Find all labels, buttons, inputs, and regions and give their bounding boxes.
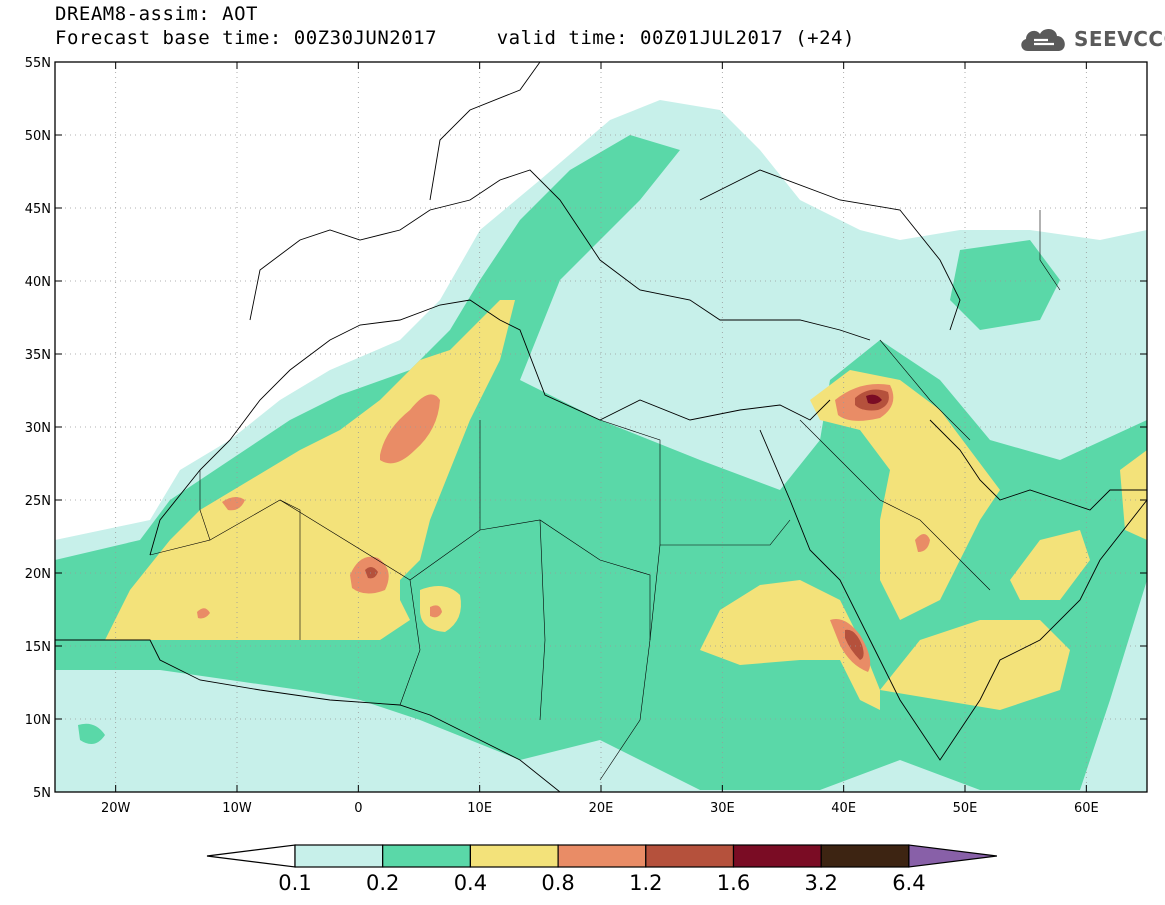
aot-level-0.8 xyxy=(430,605,442,618)
aot-level-0.8 xyxy=(380,394,440,464)
colorbar-label: 0.1 xyxy=(278,871,311,895)
colorbar-high-arrow xyxy=(908,844,997,868)
lat-tick-label: 55N xyxy=(25,56,51,71)
colorbar-segment xyxy=(645,844,735,868)
aot-level-0.8 xyxy=(222,496,245,511)
lon-tick-label: 20E xyxy=(589,801,614,816)
lon-tick-label: 10E xyxy=(467,801,492,816)
lat-tick-label: 45N xyxy=(25,202,51,217)
aot-level-0.4 xyxy=(810,370,1000,620)
colorbar-label: 6.4 xyxy=(892,871,925,895)
aot-level-0.2 xyxy=(950,240,1060,330)
lon-tick-label: 0 xyxy=(354,801,362,816)
lon-tick-label: 20W xyxy=(101,801,131,816)
map-title: DREAM8-assim: AOT xyxy=(55,3,258,25)
colorbar-segment xyxy=(557,844,647,868)
lat-lon-grid xyxy=(55,62,1147,792)
colorbar-label: 0.8 xyxy=(541,871,574,895)
aot-level-0.4 xyxy=(1120,450,1147,540)
colorbar-label: 1.6 xyxy=(717,871,750,895)
country-borders xyxy=(149,210,1061,781)
coastlines xyxy=(55,62,1147,792)
lon-tick-label: 50E xyxy=(953,801,978,816)
aot-level-0.8 xyxy=(197,608,210,619)
colorbar-segment xyxy=(469,844,559,868)
aot-level-0.4 xyxy=(700,580,880,710)
lon-tick-label: 30E xyxy=(710,801,735,816)
colorbar-label: 1.2 xyxy=(629,871,662,895)
colorbar: 0.1 0.2 0.4 0.8 1.2 1.6 3.2 6.4 xyxy=(206,844,997,895)
aot-level-0.4 xyxy=(1010,530,1090,600)
axis-ticks xyxy=(55,61,1147,793)
aot-level-0.2 xyxy=(78,723,105,744)
latitude-labels: 5N 10N 15N 20N 25N 30N 35N 40N 45N 50N 55N xyxy=(25,56,51,801)
colorbar-segment xyxy=(820,844,910,868)
aot-level-0.4 xyxy=(880,620,1070,710)
lon-tick-label: 10W xyxy=(222,801,252,816)
lat-tick-label: 25N xyxy=(25,494,51,509)
colorbar-label: 0.4 xyxy=(454,871,487,895)
aot-level-0.4 xyxy=(105,300,515,640)
logo-text: SEEVCCC xyxy=(1074,27,1165,51)
longitude-labels: 20W 10W 0 10E 20E 30E 40E 50E 60E xyxy=(101,801,1099,816)
lat-tick-label: 50N xyxy=(25,129,51,144)
seevccc-logo: SEEVCCC xyxy=(1018,22,1165,56)
aot-level-1.2 xyxy=(365,566,378,579)
cloud-icon xyxy=(1021,28,1065,51)
aot-level-1.2 xyxy=(845,629,864,660)
colorbar-low-arrow xyxy=(206,844,296,868)
lon-tick-label: 40E xyxy=(831,801,856,816)
lat-tick-label: 35N xyxy=(25,348,51,363)
colorbar-segment xyxy=(732,844,822,868)
lat-tick-label: 40N xyxy=(25,275,51,290)
lat-tick-label: 15N xyxy=(25,640,51,655)
colorbar-label: 0.2 xyxy=(366,871,399,895)
lat-tick-label: 20N xyxy=(25,567,51,582)
lat-tick-label: 5N xyxy=(33,786,51,801)
colorbar-label: 3.2 xyxy=(804,871,837,895)
lat-tick-label: 10N xyxy=(25,713,51,728)
lon-tick-label: 60E xyxy=(1074,801,1099,816)
forecast-time-line: Forecast base time: 00Z30JUN2017 valid t… xyxy=(55,27,855,49)
aot-level-1.6 xyxy=(866,394,882,404)
lat-tick-label: 30N xyxy=(25,421,51,436)
colorbar-segment xyxy=(382,844,472,868)
aot-level-0.1 xyxy=(600,320,790,400)
aot-level-0.8 xyxy=(915,534,930,552)
colorbar-segment xyxy=(294,844,384,868)
